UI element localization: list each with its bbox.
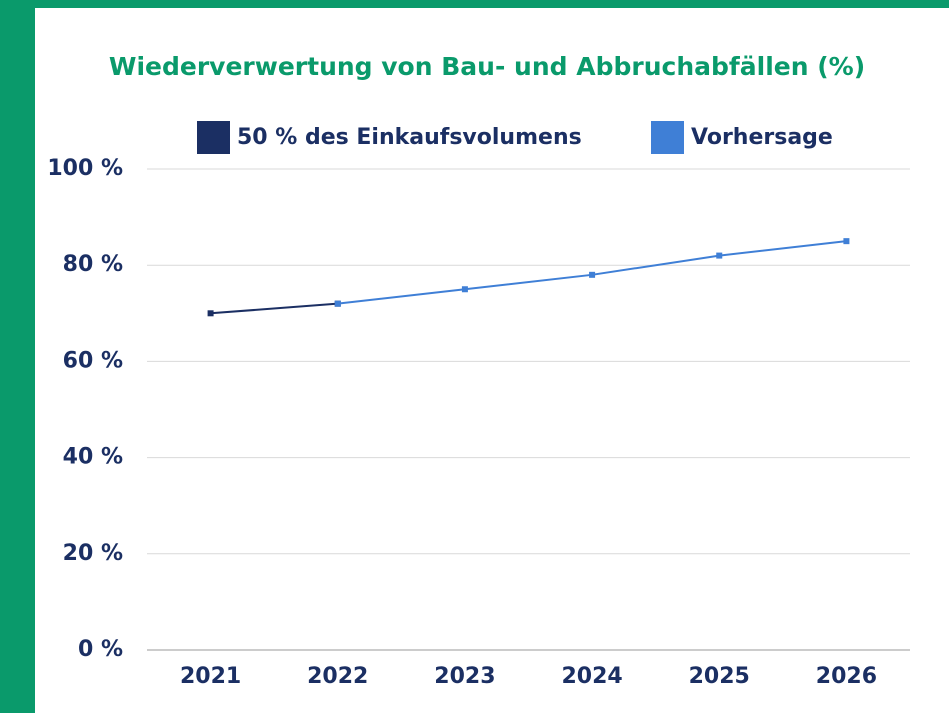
legend-label: Vorhersage bbox=[691, 125, 833, 150]
x-tick-label: 2023 bbox=[434, 664, 495, 689]
x-tick-label: 2022 bbox=[307, 664, 368, 689]
x-tick-label: 2025 bbox=[689, 664, 750, 689]
legend-swatch bbox=[651, 121, 684, 154]
chart-title: Wiederverwertung von Bau- und Abbruchabf… bbox=[109, 52, 865, 81]
y-tick-label: 40 % bbox=[63, 445, 123, 470]
legend-swatch bbox=[197, 121, 230, 154]
y-tick-label: 100 % bbox=[47, 156, 123, 181]
point-marker bbox=[461, 286, 468, 293]
top-border bbox=[0, 0, 949, 8]
legend-label: 50 % des Einkaufsvolumens bbox=[237, 125, 582, 150]
series-line bbox=[210, 302, 338, 315]
x-tick-label: 2021 bbox=[180, 664, 241, 689]
point-marker bbox=[589, 271, 596, 278]
point-marker bbox=[207, 310, 214, 317]
point-marker bbox=[716, 252, 723, 259]
y-tick-label: 0 % bbox=[78, 637, 123, 662]
y-tick-label: 80 % bbox=[63, 252, 123, 277]
point-marker bbox=[843, 238, 850, 245]
y-tick-label: 60 % bbox=[63, 348, 123, 373]
point-marker bbox=[334, 300, 341, 307]
y-tick-label: 20 % bbox=[63, 541, 123, 566]
x-tick-label: 2026 bbox=[816, 664, 877, 689]
left-border bbox=[0, 0, 35, 713]
x-tick-label: 2024 bbox=[561, 664, 622, 689]
